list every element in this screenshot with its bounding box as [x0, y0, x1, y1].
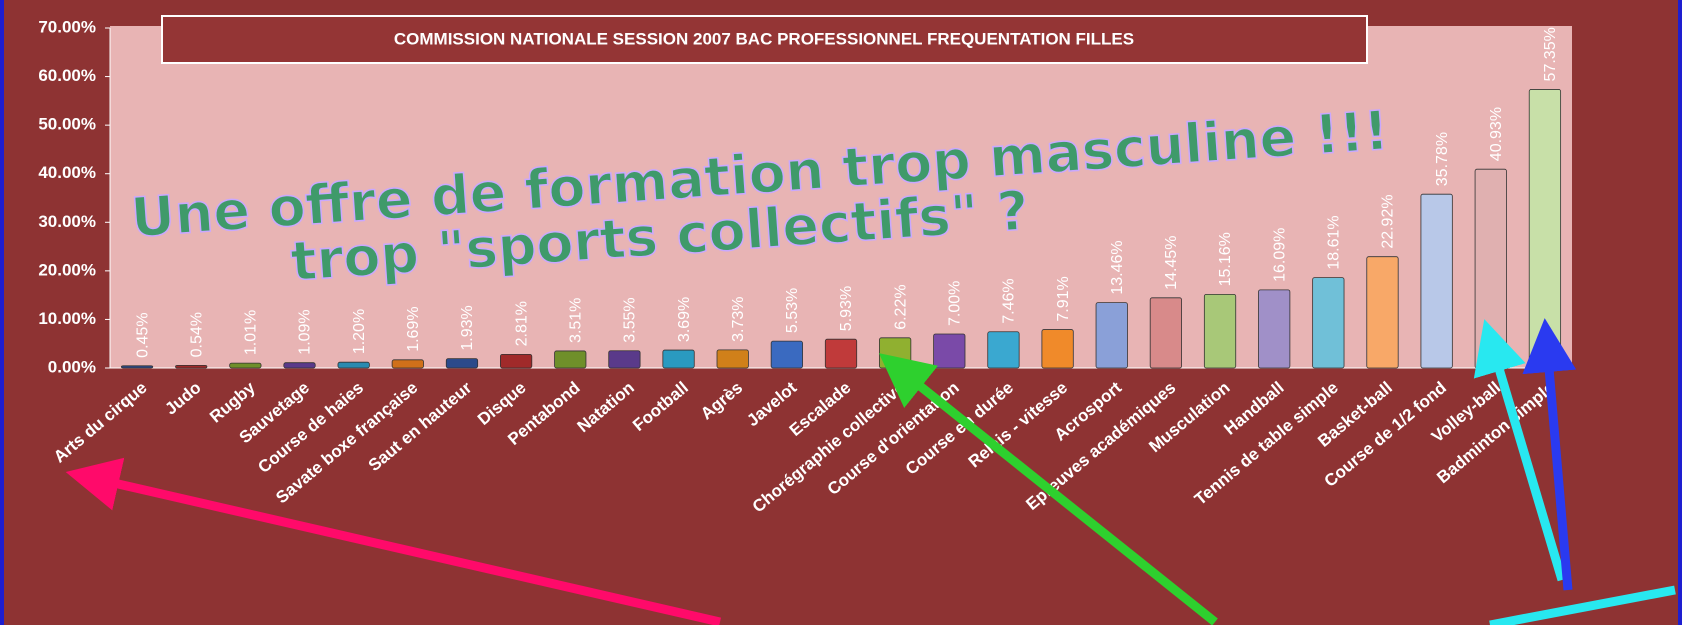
bar [283, 362, 316, 369]
value-label: 7.00% [947, 281, 964, 326]
bar [770, 340, 803, 369]
y-tick-label: 60.00% [38, 66, 96, 85]
value-label: 3.73% [730, 297, 747, 342]
bar [824, 338, 858, 369]
y-tick-label: 30.00% [38, 212, 96, 231]
value-label: 40.93% [1488, 107, 1505, 161]
value-label: 35.78% [1434, 132, 1451, 186]
bar [1203, 293, 1237, 369]
value-label: 1.69% [405, 306, 422, 351]
value-label: 16.09% [1271, 228, 1288, 282]
value-label: 57.35% [1542, 27, 1559, 81]
value-label: 6.22% [892, 284, 909, 329]
bar [1312, 277, 1345, 369]
arrow [878, 353, 1218, 625]
bar [879, 337, 912, 369]
arrow [65, 457, 722, 625]
y-tick-label: 20.00% [38, 260, 96, 279]
value-label: 3.51% [567, 298, 584, 343]
value-label: 2.81% [513, 301, 530, 346]
bar [1420, 193, 1453, 369]
y-tick-label: 0.00% [48, 357, 96, 376]
bar [987, 331, 1020, 369]
bar [337, 361, 370, 369]
value-label: 1.93% [459, 305, 476, 350]
bar [175, 364, 208, 369]
value-label: 15.16% [1217, 232, 1234, 286]
value-label: 5.93% [838, 286, 855, 331]
bar [229, 362, 262, 369]
bar [1149, 297, 1182, 369]
y-tick-label: 10.00% [38, 309, 96, 328]
chart-title: COMMISSION NATIONALE SESSION 2007 BAC PR… [394, 29, 1134, 48]
bar [1041, 329, 1074, 369]
bar [608, 350, 641, 369]
bar [554, 350, 587, 369]
value-label: 1.01% [243, 310, 260, 355]
bar [500, 353, 533, 369]
bar [1474, 168, 1507, 369]
value-label: 3.55% [622, 297, 639, 342]
value-label: 13.46% [1109, 240, 1126, 294]
bar [1258, 289, 1291, 369]
arrow [1522, 318, 1577, 591]
bar [391, 359, 424, 369]
value-label: 0.54% [188, 312, 205, 357]
value-label: 1.09% [297, 309, 314, 354]
arrow [1473, 319, 1567, 582]
bar [1528, 89, 1562, 369]
value-label: 3.69% [676, 297, 693, 342]
title-box [161, 15, 1368, 64]
value-label: 18.61% [1326, 215, 1343, 269]
y-tick-label: 40.00% [38, 163, 96, 182]
value-label: 7.91% [1055, 276, 1072, 321]
y-tick-label: 70.00% [38, 17, 96, 36]
bar [1095, 302, 1128, 369]
bar [933, 333, 966, 369]
arrow [1489, 585, 1676, 625]
y-tick-label: 50.00% [38, 115, 96, 134]
value-label: 1.20% [351, 309, 368, 354]
bar [716, 349, 749, 369]
bar [662, 349, 695, 369]
value-label: 0.45% [134, 312, 151, 357]
bar [1366, 256, 1399, 369]
value-label: 22.92% [1380, 194, 1397, 248]
value-label: 7.46% [1001, 278, 1018, 323]
value-label: 5.53% [784, 288, 801, 333]
bar [120, 365, 154, 369]
bar [445, 358, 479, 369]
value-label: 14.45% [1163, 236, 1180, 290]
